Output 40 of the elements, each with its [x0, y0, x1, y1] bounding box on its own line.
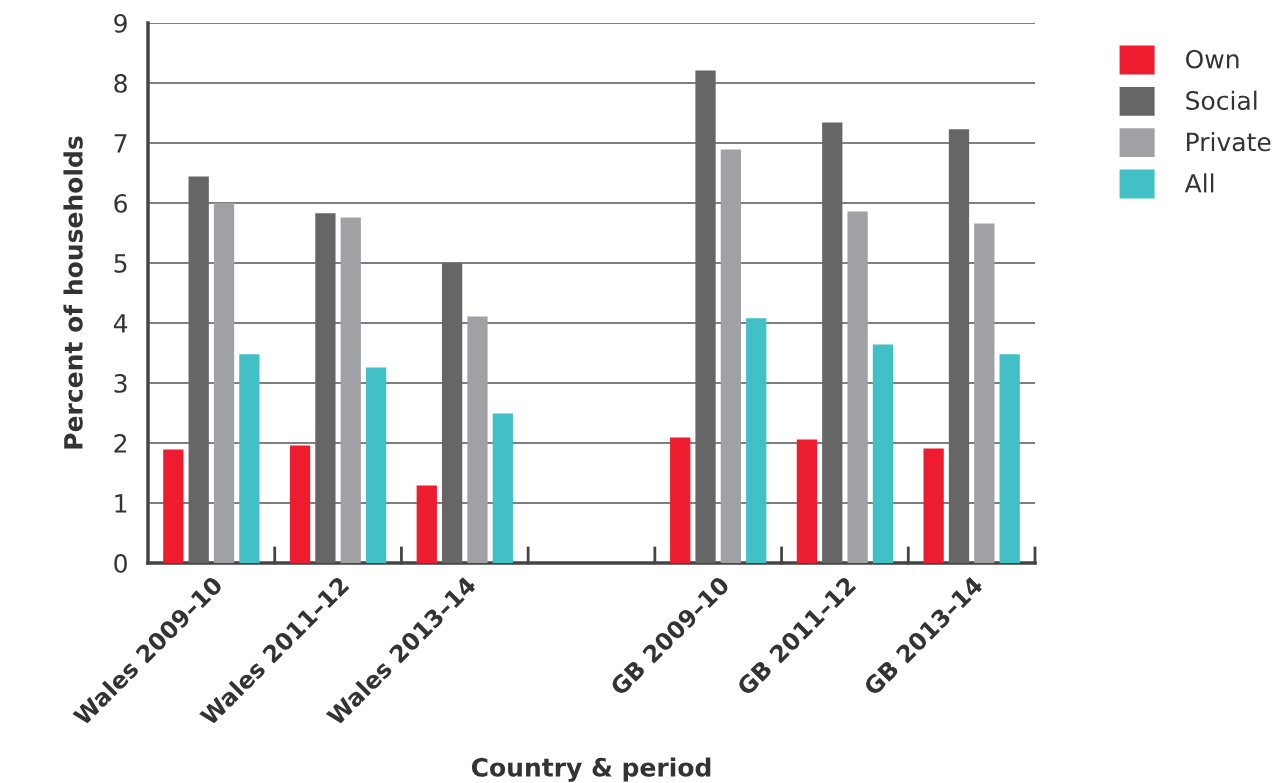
bar	[315, 213, 336, 563]
y-tick-label: 1	[115, 494, 127, 513]
bar	[948, 129, 970, 563]
y-tick-label: 2	[114, 433, 127, 453]
y-tick-label: 3	[114, 373, 127, 393]
legend-label: All	[1184, 173, 1214, 193]
y-tick-label: 4	[113, 314, 128, 333]
bar	[289, 445, 311, 563]
bar	[746, 318, 767, 563]
y-tick-label: 9	[114, 13, 127, 33]
bar	[467, 316, 488, 563]
bar	[974, 223, 995, 563]
bar	[188, 176, 209, 563]
y-tick-label: 6	[114, 193, 127, 213]
bar	[416, 485, 437, 563]
bar	[492, 413, 513, 563]
bar	[340, 217, 361, 563]
bar	[872, 344, 894, 563]
x-axis-title: Country & period	[471, 757, 711, 782]
bar	[720, 149, 742, 563]
y-tick-label: 7	[114, 134, 127, 153]
bar	[695, 70, 716, 563]
bar	[822, 122, 843, 563]
bar	[670, 437, 691, 563]
bar	[163, 449, 184, 563]
bar	[923, 448, 944, 563]
legend-label: Private	[1187, 132, 1271, 152]
bar	[365, 367, 387, 563]
y-tick-label: 5	[114, 254, 127, 273]
y-tick-label: 8	[114, 73, 127, 93]
legend-label: Social	[1186, 90, 1257, 110]
bar	[239, 354, 260, 563]
y-tick-label: 0	[114, 553, 127, 573]
bar	[847, 211, 868, 563]
legend-label: Own	[1185, 49, 1239, 69]
bar	[999, 354, 1020, 563]
bar	[213, 203, 235, 563]
bar	[441, 263, 463, 563]
bar	[796, 439, 818, 563]
y-axis-title: Percent of households	[63, 136, 83, 449]
